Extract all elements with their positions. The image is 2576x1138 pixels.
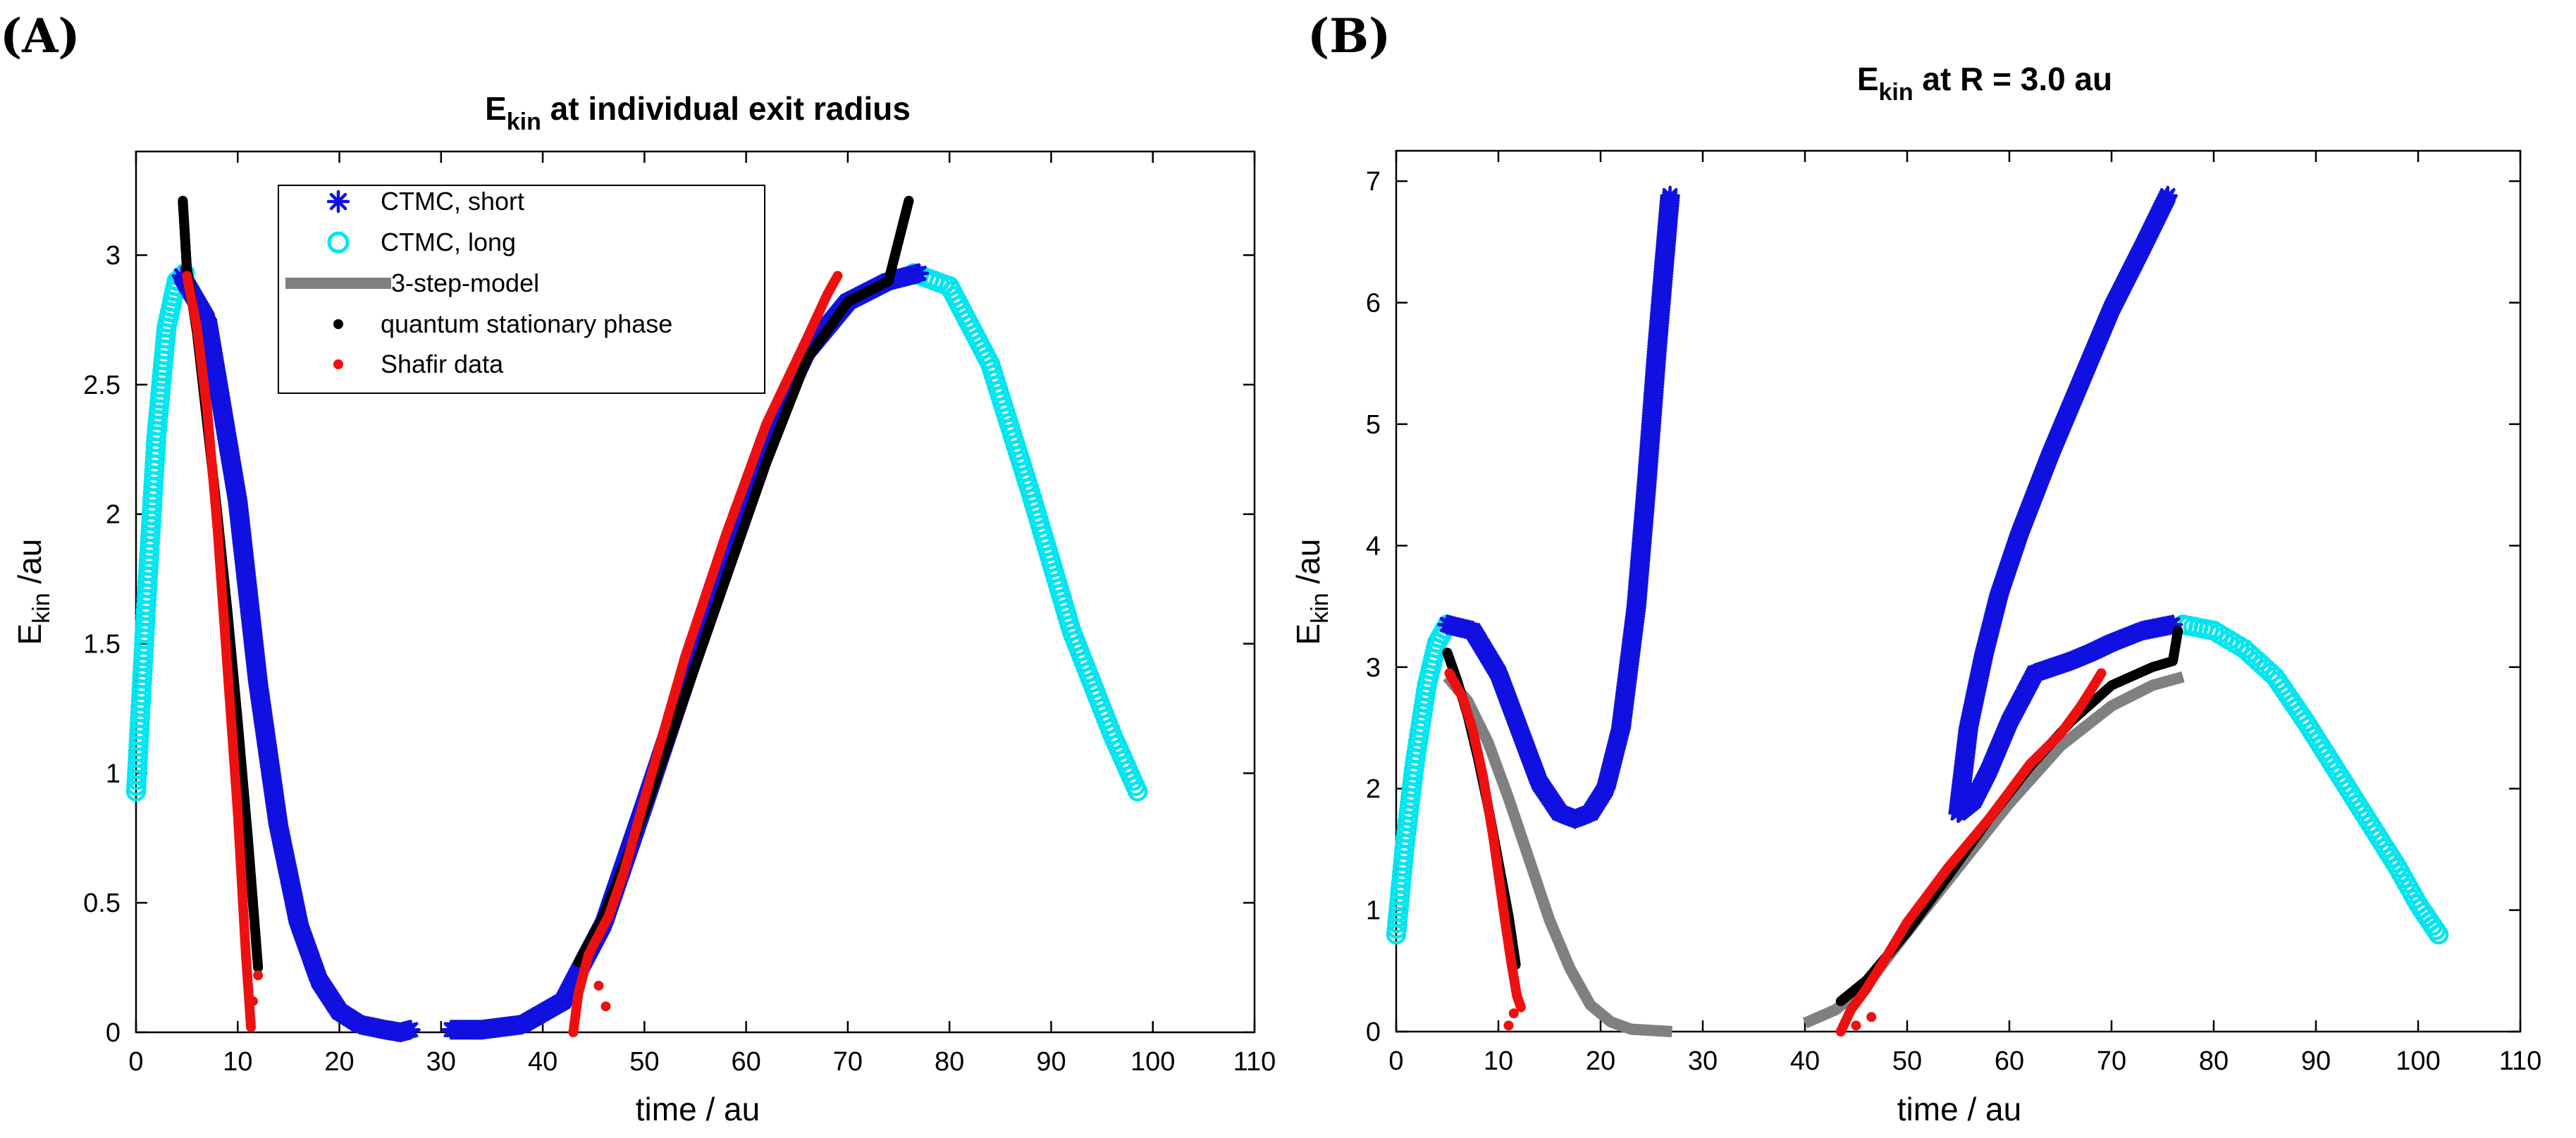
data-point	[1660, 185, 1680, 206]
panel-a-ylabel-rest: /au	[11, 539, 48, 593]
panel-b-label: (B)	[1307, 8, 1391, 63]
legend-label-ctmc-short: CTMC, short	[381, 187, 524, 216]
y-tick-label: 2	[1366, 774, 1381, 804]
y-tick-label: 7	[1366, 167, 1381, 197]
legend-label-quantum-stationary-phase: quantum stationary phase	[381, 309, 672, 338]
legend-dot-icon	[333, 359, 343, 369]
y-tick-label: 3	[106, 241, 121, 271]
data-point	[832, 271, 843, 281]
panel-b-title-sub: kin	[1879, 79, 1913, 106]
y-tick-label: 6	[1366, 289, 1381, 318]
x-tick-label: 70	[2097, 1046, 2126, 1076]
x-tick-label: 40	[528, 1047, 557, 1077]
panel-b-axes-box	[1395, 149, 2522, 1033]
panel-a-title-main: E	[485, 90, 507, 127]
x-tick-label: 10	[1484, 1046, 1513, 1076]
x-tick-label: 70	[833, 1047, 863, 1077]
data-point	[1127, 781, 1148, 802]
panel-a-y-ticks: 0 0.5 1 1.5 2 2.5 3	[83, 241, 1255, 1048]
y-tick-label: 0	[1366, 1018, 1381, 1047]
data-point	[908, 263, 930, 284]
panel-a-xlabel: time / au	[636, 1091, 760, 1127]
x-tick-label: 50	[629, 1047, 659, 1077]
panel-a-title-sub: kin	[507, 109, 541, 135]
panel-a: (A) Ekin at individual exit radius 0 10 20…	[0, 8, 1276, 1127]
legend-label-3-step-model: 3-step-model	[391, 268, 539, 297]
data-point	[247, 996, 258, 1006]
x-tick-label: 50	[1892, 1046, 1922, 1076]
panel-b-title-main: E	[1857, 61, 1879, 97]
panel-b-y-ticks: 0 1 2 3 4 5 6 7	[1366, 167, 2520, 1047]
data-point	[400, 1020, 421, 1040]
legend-entry-quantum-stationary-phase: quantum stationary phase	[333, 309, 672, 338]
panel-b-plot-area	[1386, 185, 2449, 1037]
x-tick-label: 20	[324, 1047, 354, 1077]
x-tick-label: 80	[935, 1047, 964, 1077]
x-tick-label: 80	[2199, 1046, 2229, 1076]
legend-dot-icon	[333, 319, 343, 329]
x-tick-label: 40	[1790, 1046, 1820, 1076]
panel-a-ylabel: Ekin /au	[11, 539, 55, 645]
x-tick-label: 0	[1388, 1046, 1403, 1076]
panel-a-title-rest: at individual exit radius	[541, 90, 911, 127]
data-point	[253, 970, 264, 981]
y-tick-label: 2.5	[83, 371, 121, 400]
y-tick-label: 1	[106, 759, 121, 788]
panel-b-title: Ekin at R = 3.0 au	[1857, 61, 2112, 106]
y-tick-label: 1	[1366, 896, 1381, 926]
y-tick-label: 0.5	[83, 889, 121, 918]
series-shafir-data	[182, 271, 843, 1037]
data-point	[246, 1022, 257, 1032]
y-tick-label: 1.5	[83, 630, 121, 660]
legend-label-ctmc-long: CTMC, long	[381, 228, 516, 256]
y-tick-label: 4	[1366, 531, 1381, 561]
panel-a-axes-box	[135, 150, 1256, 1034]
x-tick-label: 100	[2396, 1046, 2440, 1076]
data-point	[904, 195, 914, 206]
data-point	[253, 963, 264, 973]
legend-star-icon	[326, 190, 350, 214]
y-tick-label: 5	[1366, 410, 1381, 440]
x-tick-label: 10	[223, 1047, 252, 1077]
panel-a-ylabel-main: E	[11, 624, 48, 645]
x-tick-label: 60	[1995, 1046, 2024, 1076]
series-line	[1802, 671, 2185, 1029]
series-line	[1443, 673, 1672, 1037]
data-point	[600, 1001, 611, 1012]
y-tick-label: 0	[106, 1018, 121, 1048]
y-tick-label: 2	[106, 500, 121, 530]
panel-a-label: (A)	[0, 8, 80, 63]
series-ctmc-short	[1437, 185, 2183, 829]
x-tick-label: 110	[1233, 1047, 1276, 1077]
x-tick-label: 90	[1036, 1047, 1066, 1077]
x-tick-label: 60	[731, 1047, 760, 1077]
x-tick-label: 30	[426, 1047, 456, 1077]
data-point	[593, 980, 604, 991]
x-tick-label: 110	[2499, 1046, 2542, 1076]
legend: CTMC, short CTMC, long 3-step-model quan…	[278, 185, 765, 394]
panel-a-title: Ekin at individual exit radius	[485, 90, 911, 135]
legend-label-shafir-data: Shafir data	[381, 350, 504, 378]
x-tick-label: 100	[1130, 1047, 1175, 1077]
x-tick-label: 20	[1586, 1046, 1615, 1076]
series-3-step-model	[1443, 671, 2185, 1037]
panel-a-plot-area	[125, 195, 1148, 1043]
panel-b: (B) Ekin at R = 3.0 au 0 10 20 30 40 50 60 70 80…	[1290, 8, 2541, 1127]
y-tick-label: 3	[1366, 653, 1381, 683]
x-tick-label: 30	[1688, 1046, 1718, 1076]
x-tick-label: 90	[2301, 1046, 2331, 1076]
data-point	[2157, 185, 2178, 206]
panel-b-title-rest: at R = 3.0 au	[1913, 61, 2113, 97]
panel-a-ylabel-sub: kin	[28, 593, 55, 623]
x-tick-label: 0	[128, 1047, 143, 1077]
panel-a-x-ticks: 0 10 20 30 40 50 60 70 80 90 100 110	[128, 151, 1276, 1077]
